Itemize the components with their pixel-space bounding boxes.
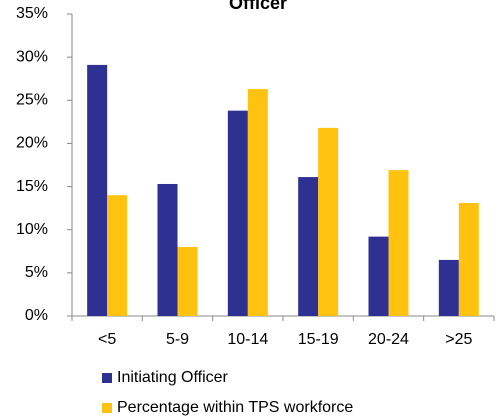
legend-swatch [102,373,112,383]
bar [368,236,389,316]
bar [318,127,339,316]
legend-label: Percentage within TPS workforce [117,399,353,416]
legend-label: Initiating Officer [117,369,229,386]
bar [227,110,248,316]
bar [247,89,268,316]
x-tick-label: 15-19 [298,331,339,348]
y-tick-label: 0% [25,307,48,324]
bar [157,183,178,316]
y-tick-label: 10% [16,221,48,238]
x-tick-label: >25 [445,331,472,348]
bar [438,259,459,316]
bar [388,170,409,316]
y-tick-label: 25% [16,92,48,109]
y-tick-label: 30% [16,48,48,65]
x-tick-label: 5-9 [166,331,189,348]
bar [177,246,198,316]
y-tick-label: 20% [16,135,48,152]
bar [107,195,128,316]
legend-swatch [102,403,112,413]
y-tick-label: 35% [16,5,48,22]
bar [458,202,479,316]
bar [87,64,108,316]
bar [298,177,319,316]
x-tick-label: 10-14 [227,331,268,348]
x-tick-label: <5 [98,331,116,348]
y-tick-label: 5% [25,264,48,281]
chart-title: Officer [229,0,287,13]
y-tick-label: 15% [16,178,48,195]
x-tick-label: 20-24 [368,331,409,348]
